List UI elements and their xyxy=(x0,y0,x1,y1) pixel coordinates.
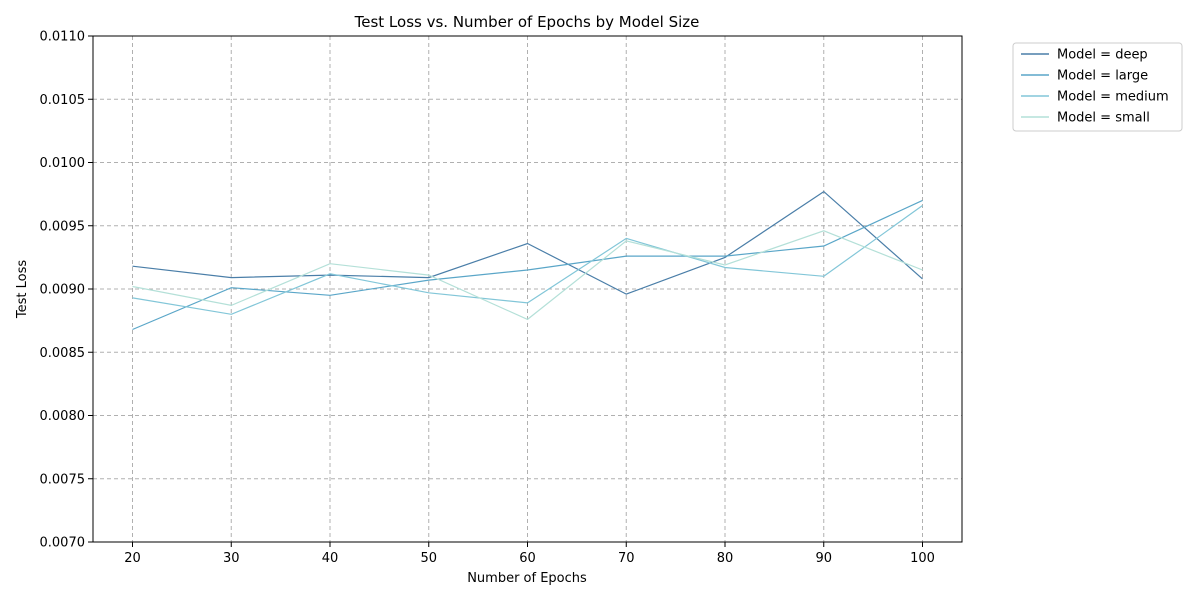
x-tick-label: 100 xyxy=(910,551,935,566)
x-axis-label: Number of Epochs xyxy=(467,571,587,586)
y-tick-label: 0.0105 xyxy=(40,93,86,108)
x-tick-label: 80 xyxy=(717,551,734,566)
series-line-small xyxy=(132,230,923,321)
y-tick-label: 0.0075 xyxy=(40,472,86,487)
legend: Model = deep Model = large Model = medium M… xyxy=(1012,42,1183,132)
legend-label: Model = medium xyxy=(1057,90,1169,105)
y-tick-label: 0.0100 xyxy=(40,156,86,171)
x-tick-label: 40 xyxy=(322,551,339,566)
y-axis-label: Test Loss xyxy=(15,260,30,319)
x-tick-label: 20 xyxy=(124,551,141,566)
y-tick-label: 0.0110 xyxy=(40,30,86,45)
series-line-large xyxy=(132,199,923,331)
chart-title: Test Loss vs. Number of Epochs by Model … xyxy=(354,13,700,31)
y-tick-label: 0.0085 xyxy=(40,346,86,361)
x-tick-label: 90 xyxy=(815,551,832,566)
x-tick-label: 60 xyxy=(519,551,536,566)
y-axis-ticks: 0.0070 0.0075 0.0080 0.0085 0.0090 0.0095 0.01… xyxy=(40,30,93,551)
legend-box xyxy=(1012,42,1183,132)
series-line-deep xyxy=(132,190,923,295)
y-tick-label: 0.0070 xyxy=(40,536,86,551)
legend-label: Model = deep xyxy=(1057,48,1148,63)
legend-label: Model = small xyxy=(1057,111,1150,126)
series-line-medium xyxy=(132,205,923,315)
y-tick-label: 0.0080 xyxy=(40,409,86,424)
x-tick-label: 30 xyxy=(223,551,240,566)
y-tick-label: 0.0090 xyxy=(40,283,86,298)
x-tick-label: 70 xyxy=(618,551,635,566)
x-axis-ticks: 20 30 40 50 60 70 80 90 100 xyxy=(124,542,935,566)
y-tick-label: 0.0095 xyxy=(40,219,86,234)
legend-label: Model = large xyxy=(1057,69,1148,84)
x-tick-label: 50 xyxy=(420,551,437,566)
series-group xyxy=(132,190,923,331)
